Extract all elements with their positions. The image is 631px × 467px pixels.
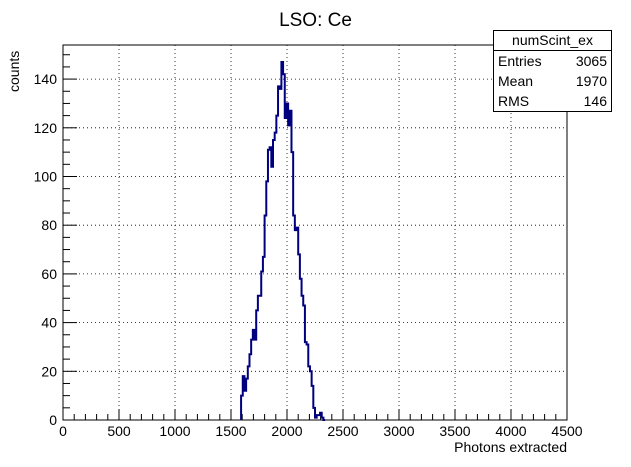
y-tick-label: 0 [49, 412, 57, 428]
x-tick-label: 500 [107, 423, 131, 439]
stats-label: Entries [498, 53, 542, 69]
stats-row-entries: Entries 3065 [494, 51, 611, 71]
y-tick-label: 80 [41, 217, 57, 233]
stats-value: 3065 [575, 53, 607, 69]
stats-box: numScint_ex Entries 3065 Mean 1970 RMS 1… [493, 30, 612, 112]
y-tick-label: 40 [41, 315, 57, 331]
x-tick-label: 3500 [439, 423, 470, 439]
stats-label: Mean [498, 73, 534, 89]
x-axis-label: Photons extracted [454, 439, 567, 455]
x-tick-label: 4000 [495, 423, 526, 439]
stats-row-rms: RMS 146 [494, 91, 611, 111]
x-tick-label: 3000 [383, 423, 414, 439]
x-tick-label: 2000 [271, 423, 302, 439]
y-tick-label: 120 [34, 120, 58, 136]
x-tick-label: 4500 [551, 423, 582, 439]
y-tick-label: 100 [34, 168, 58, 184]
chart-title: LSO: Ce [279, 10, 352, 31]
y-tick-label: 60 [41, 266, 57, 282]
stats-label: RMS [498, 93, 530, 109]
stats-value: 146 [583, 93, 607, 109]
x-tick-label: 0 [59, 423, 67, 439]
x-tick-label: 1500 [215, 423, 246, 439]
x-tick-label: 1000 [159, 423, 190, 439]
plot-frame [62, 44, 568, 421]
stats-value: 1970 [575, 73, 607, 89]
y-tick-label: 140 [34, 71, 58, 87]
stats-row-mean: Mean 1970 [494, 71, 611, 91]
stats-title: numScint_ex [494, 31, 611, 51]
x-tick-label: 2500 [327, 423, 358, 439]
y-tick-label: 20 [41, 363, 57, 379]
histogram-series [240, 61, 326, 421]
